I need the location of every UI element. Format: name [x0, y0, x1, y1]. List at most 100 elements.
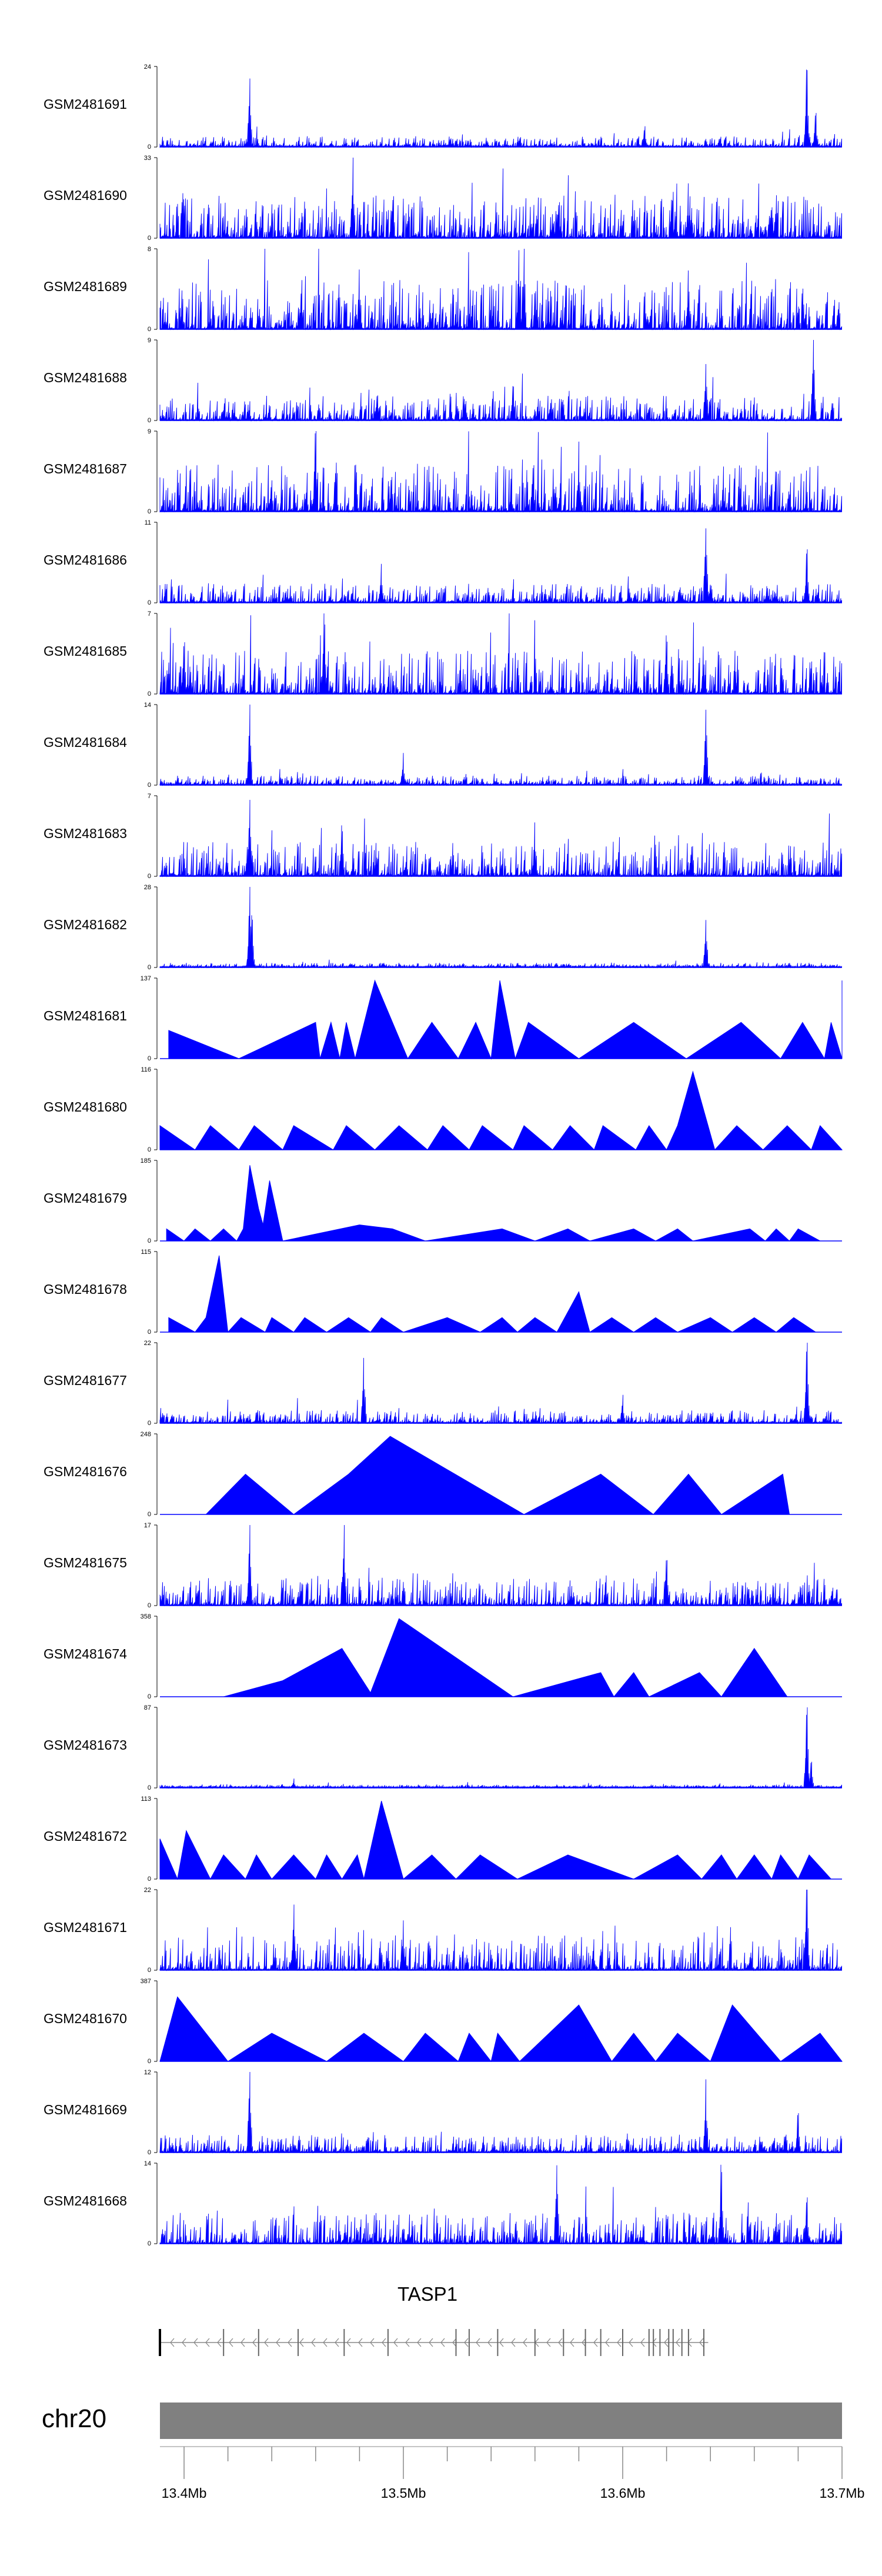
track-ymin-label: 0 [148, 326, 151, 333]
track-GSM2481674: GSM2481674 358 0 [44, 1613, 842, 1700]
track-GSM2481669: GSM2481669 12 0 [44, 2069, 842, 2156]
track-ymin-label: 0 [148, 2149, 151, 2156]
gene-exon [681, 2329, 683, 2356]
coverage-signal [159, 613, 842, 695]
track-sample-label: GSM2481681 [44, 1008, 127, 1023]
strand-arrow [499, 2338, 504, 2347]
coverage-signal [159, 1342, 842, 1424]
track-ymax-label: 7 [148, 610, 151, 618]
gene-exon [648, 2329, 650, 2356]
gene-exon [534, 2329, 536, 2356]
track-GSM2481670: GSM2481670 387 0 [44, 1978, 843, 2065]
track-ymin-label: 0 [148, 690, 151, 698]
track-GSM2481691: GSM2481691 24 0 [44, 64, 842, 151]
strand-arrow [593, 2338, 598, 2347]
strand-arrow [276, 2338, 280, 2347]
genomic-axis: 13.4Mb 13.5Mb 13.6Mb 13.7Mb [160, 2446, 865, 2501]
coverage-area [159, 1070, 843, 1151]
track-sample-label: GSM2481682 [44, 917, 127, 932]
track-ymax-label: 115 [141, 1249, 151, 1256]
coverage-signal [159, 886, 842, 969]
track-ymax-label: 9 [148, 337, 151, 344]
track-ymax-label: 12 [144, 2069, 151, 2076]
track-ymax-label: 11 [145, 519, 151, 526]
track-ymin-label: 0 [148, 1876, 151, 1883]
track-GSM2481678: GSM2481678 115 0 [44, 1249, 842, 1336]
chromosome-band [160, 2403, 842, 2439]
track-sample-label: GSM2481672 [44, 1828, 127, 1844]
coverage-signal [159, 248, 842, 331]
strand-arrow [417, 2338, 422, 2347]
track-sample-label: GSM2481689 [44, 279, 127, 294]
track-ymax-label: 185 [141, 1157, 151, 1164]
track-GSM2481685: GSM2481685 7 0 [44, 610, 842, 698]
track-ymin-label: 0 [148, 1602, 151, 1609]
track-GSM2481682: GSM2481682 28 0 [44, 884, 842, 971]
coverage-area [205, 1436, 790, 1515]
track-sample-label: GSM2481684 [44, 735, 127, 750]
coverage-area [168, 979, 843, 1060]
track-sample-label: GSM2481690 [44, 188, 127, 203]
track-ymin-label: 0 [148, 2240, 151, 2247]
gene-exon [622, 2329, 623, 2356]
track-ymin-label: 0 [148, 1511, 151, 1518]
strand-arrow [476, 2338, 480, 2347]
track-ymax-label: 24 [144, 64, 151, 71]
track-ymax-label: 22 [144, 1887, 151, 1894]
track-GSM2481683: GSM2481683 7 0 [44, 793, 842, 880]
axis-tick-label: 13.5Mb [381, 2485, 426, 2501]
track-sample-label: GSM2481673 [44, 1737, 127, 1753]
coverage-area [168, 1255, 817, 1333]
gene-exon [455, 2329, 457, 2356]
strand-arrow [335, 2338, 339, 2347]
strand-arrow [546, 2338, 551, 2347]
coverage-signal [159, 528, 842, 604]
strand-arrow [440, 2338, 445, 2347]
track-ymax-label: 17 [144, 1522, 151, 1529]
gene-exon [387, 2329, 389, 2356]
strand-arrow [405, 2338, 410, 2347]
coverage-signal [159, 431, 842, 513]
strand-arrow [676, 2338, 680, 2347]
track-ymin-label: 0 [148, 964, 151, 971]
gene-exon [687, 2329, 689, 2356]
strand-arrow [640, 2338, 645, 2347]
strand-arrow [229, 2338, 233, 2347]
gene-exon [343, 2329, 345, 2356]
coverage-area [223, 1618, 788, 1697]
track-ymax-label: 87 [144, 1704, 151, 1711]
gene-exon [497, 2329, 499, 2356]
track-ymin-label: 0 [148, 1055, 151, 1062]
coverage-signal [159, 2164, 842, 2245]
axis-tick-label: 13.7Mb [820, 2485, 865, 2501]
track-GSM2481672: GSM2481672 113 0 [44, 1796, 842, 1883]
coverage-signal [159, 1889, 842, 1971]
strand-arrow [605, 2338, 610, 2347]
track-GSM2481688: GSM2481688 9 0 [44, 337, 842, 424]
strand-arrow [617, 2338, 622, 2347]
track-sample-label: GSM2481686 [44, 552, 127, 568]
strand-arrow [346, 2338, 351, 2347]
track-sample-label: GSM2481687 [44, 461, 127, 476]
coverage-signal [159, 2071, 842, 2154]
gene-exon [563, 2329, 564, 2356]
track-ymin-label: 0 [148, 417, 151, 424]
gene-exon [258, 2329, 259, 2356]
track-ymax-label: 14 [144, 702, 151, 709]
track-sample-label: GSM2481674 [44, 1646, 127, 1661]
strand-arrow [523, 2338, 527, 2347]
track-GSM2481686: GSM2481686 11 0 [44, 519, 842, 606]
strand-arrow [370, 2338, 375, 2347]
strand-arrow [311, 2338, 316, 2347]
strand-arrow [264, 2338, 269, 2347]
track-sample-label: GSM2481691 [44, 96, 127, 112]
axis-tick-label: 13.6Mb [600, 2485, 646, 2501]
gene-exon [584, 2329, 586, 2356]
strand-arrow [558, 2338, 563, 2347]
track-ymin-label: 0 [148, 599, 151, 606]
track-sample-label: GSM2481677 [44, 1373, 127, 1388]
track-ymax-label: 387 [141, 1978, 151, 1985]
gene-exon [468, 2329, 470, 2356]
track-GSM2481680: GSM2481680 116 0 [44, 1066, 843, 1153]
track-sample-label: GSM2481668 [44, 2193, 127, 2208]
